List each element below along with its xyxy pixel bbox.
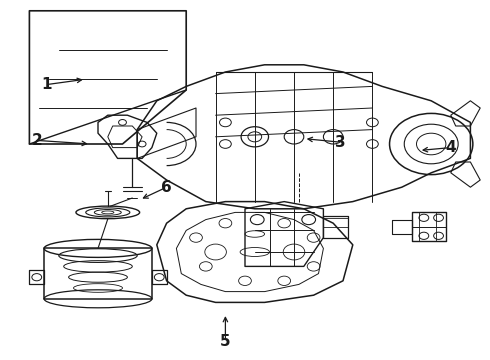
Text: 6: 6 <box>161 180 172 195</box>
Text: 1: 1 <box>41 77 52 92</box>
Text: 3: 3 <box>335 135 346 150</box>
Text: 2: 2 <box>31 133 42 148</box>
Text: 5: 5 <box>220 334 231 350</box>
Text: 4: 4 <box>445 140 456 155</box>
